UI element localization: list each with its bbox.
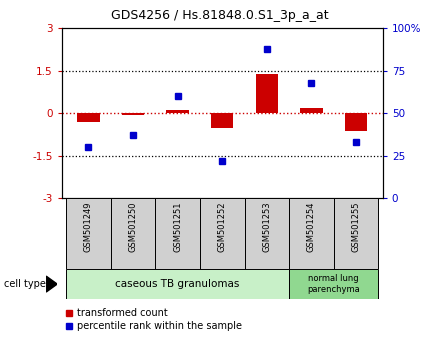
FancyBboxPatch shape [289,269,378,299]
Text: GSM501250: GSM501250 [128,201,137,252]
Text: normal lung
parenchyma: normal lung parenchyma [308,274,360,294]
FancyBboxPatch shape [200,198,245,269]
Bar [300,108,323,113]
Text: GSM501252: GSM501252 [218,201,227,252]
Bar [122,113,144,115]
Text: GSM501255: GSM501255 [352,201,360,252]
Bar [256,74,278,113]
Text: cell type: cell type [4,279,46,289]
FancyBboxPatch shape [66,269,289,299]
Polygon shape [46,276,57,292]
FancyBboxPatch shape [111,198,155,269]
Legend: transformed count, percentile rank within the sample: transformed count, percentile rank withi… [62,304,246,335]
Bar [77,113,99,122]
Text: GSM501249: GSM501249 [84,201,93,252]
Text: GDS4256 / Hs.81848.0.S1_3p_a_at: GDS4256 / Hs.81848.0.S1_3p_a_at [111,9,329,22]
Text: GSM501251: GSM501251 [173,201,182,252]
Bar [345,113,367,131]
Text: GSM501253: GSM501253 [262,201,271,252]
Bar [211,113,233,128]
FancyBboxPatch shape [245,198,289,269]
Text: caseous TB granulomas: caseous TB granulomas [115,279,240,289]
FancyBboxPatch shape [66,198,111,269]
FancyBboxPatch shape [289,198,334,269]
FancyBboxPatch shape [334,198,378,269]
FancyBboxPatch shape [155,198,200,269]
Text: GSM501254: GSM501254 [307,201,316,252]
Bar [166,110,189,113]
